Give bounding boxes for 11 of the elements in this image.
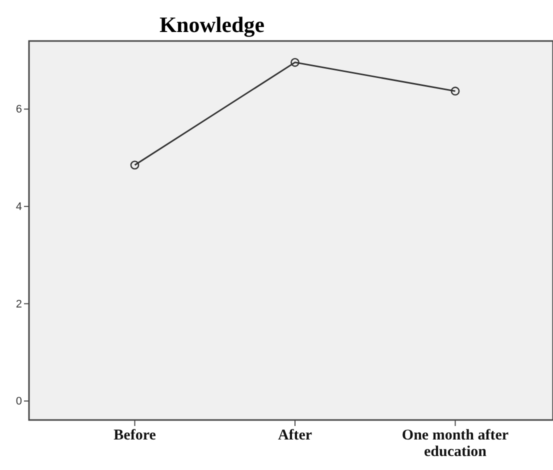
point [130,160,140,170]
y-tick-label: 4 [16,200,22,213]
point [290,58,300,67]
x-tick-label: One month after education [402,428,509,460]
chart-title: Knowledge [159,12,265,37]
x-tick-label: Before [114,428,156,444]
x-tick-label: After [278,428,312,444]
point [450,86,460,96]
y-tick-label: 2 [16,298,22,310]
y-tick-label: 0 [16,396,22,408]
y-tick-label: 6 [16,104,22,116]
